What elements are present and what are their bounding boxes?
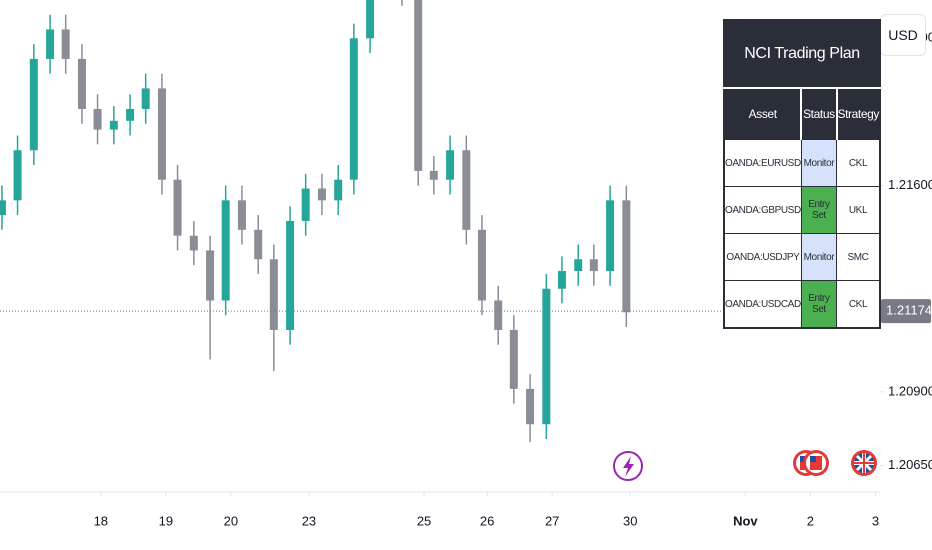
currency-button[interactable]: USD xyxy=(880,14,926,56)
strategy-cell: CKL xyxy=(836,280,881,329)
table-header: Asset xyxy=(724,87,802,140)
candle-body xyxy=(366,0,375,39)
candle-body xyxy=(462,150,471,230)
x-tick-label: 26 xyxy=(480,513,494,528)
candle-body xyxy=(589,259,598,272)
uk-flag-icon xyxy=(851,450,877,476)
candle-body xyxy=(77,58,86,110)
candle-body xyxy=(0,200,6,216)
candle-body xyxy=(286,220,295,330)
candle-body xyxy=(509,329,518,389)
table-header: Strategy xyxy=(835,87,881,140)
x-tick-label: 25 xyxy=(417,513,431,528)
status-cell: Monitor xyxy=(800,139,838,187)
lightning-icon xyxy=(613,451,643,481)
asset-cell: OANDA:USDJPY xyxy=(723,233,802,281)
strategy-cell: UKL xyxy=(836,186,881,234)
candle-body xyxy=(574,259,583,272)
candle-body xyxy=(61,29,70,59)
x-tick-label: 2 xyxy=(807,513,814,528)
candle-body xyxy=(254,229,263,260)
candles xyxy=(0,0,631,442)
last-price-label: 1.21174 xyxy=(886,303,932,318)
candle-body xyxy=(414,0,423,171)
candle-body xyxy=(46,29,55,59)
candle-body xyxy=(157,88,166,180)
candle-body xyxy=(173,179,182,236)
candle-body xyxy=(13,150,22,201)
asset-cell: OANDA:USDCAD xyxy=(723,280,802,329)
status-cell: Entry Set xyxy=(800,186,838,234)
y-tick-label: 1.20650 xyxy=(888,457,932,472)
x-tick-label: 30 xyxy=(623,513,637,528)
trading-plan-table: NCI Trading Plan Asset Status Strategy O… xyxy=(723,19,881,329)
last-price-tag xyxy=(881,299,931,324)
status-cell: Monitor xyxy=(800,233,838,281)
y-tick-label: 1.20900 xyxy=(888,383,932,398)
x-tick-label: 3 xyxy=(872,513,879,528)
x-tick-label: 23 xyxy=(302,513,316,528)
candle-body xyxy=(126,109,135,121)
x-tick-label: 18 xyxy=(94,513,108,528)
us-flag-icon xyxy=(803,450,829,476)
candle-body xyxy=(349,38,358,180)
x-tick-label: 20 xyxy=(224,513,238,528)
x-tick-label: 27 xyxy=(545,513,559,528)
candle-body xyxy=(141,88,150,110)
candle-body xyxy=(526,388,535,425)
strategy-cell: SMC xyxy=(836,233,881,281)
candle-body xyxy=(494,300,503,330)
asset-cell: OANDA:GBPUSD xyxy=(723,186,802,234)
candle-body xyxy=(557,271,566,289)
candle-body xyxy=(301,188,310,221)
table-title: NCI Trading Plan xyxy=(723,19,881,89)
status-cell: Entry Set xyxy=(800,280,838,329)
y-tick-label: 1.21600 xyxy=(888,177,932,192)
candle-body xyxy=(317,188,326,201)
candle-body xyxy=(429,170,438,180)
candle-body xyxy=(622,200,631,313)
candle-body xyxy=(606,200,615,272)
candle-body xyxy=(93,109,102,130)
candle-body xyxy=(221,200,230,301)
x-tick-label: Nov xyxy=(733,513,758,528)
x-tick-label: 19 xyxy=(159,513,173,528)
candle-body xyxy=(189,235,198,251)
candle-body xyxy=(269,259,278,330)
asset-cell: OANDA:EURUSD xyxy=(723,139,802,187)
candle-body xyxy=(206,250,215,301)
candle-body xyxy=(446,150,455,180)
candle-body xyxy=(109,120,118,130)
strategy-cell: CKL xyxy=(836,139,881,187)
candle-body xyxy=(237,200,246,230)
candle-body xyxy=(542,288,551,425)
candle-body xyxy=(334,179,343,201)
candle-body xyxy=(477,229,486,301)
candle-body xyxy=(29,58,38,151)
table-header: Status xyxy=(800,87,838,140)
